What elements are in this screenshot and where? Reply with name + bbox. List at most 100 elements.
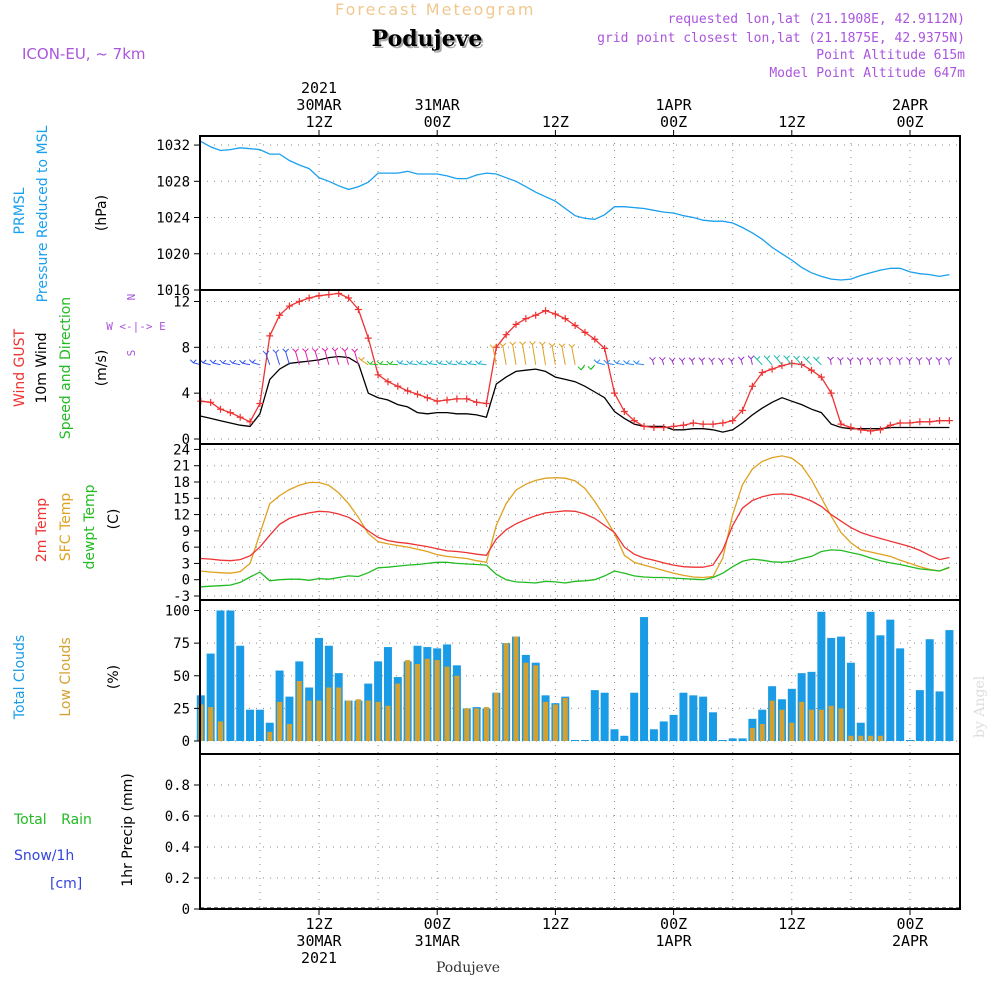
wind-direction-arrow-head [915, 357, 923, 362]
wind-gust-point [571, 322, 579, 330]
wind-direction-arrow [492, 347, 497, 365]
wind-direction-arrow [344, 350, 350, 365]
wind-direction-arrow-head [302, 348, 309, 353]
wind-direction-arrow-head [773, 354, 781, 360]
wind-direction-arrow [419, 363, 428, 366]
wind-direction-arrow [691, 360, 694, 365]
wind-direction-arrow [275, 352, 281, 365]
top-time-label: 00Z [424, 113, 451, 131]
wind-direction-arrow-head [925, 357, 933, 362]
wind-direction-arrow-head [846, 357, 854, 362]
total-clouds-bar [827, 637, 836, 741]
wind-gust-point [729, 417, 737, 425]
total-clouds-bar [837, 636, 846, 741]
wind-speed-line [200, 355, 950, 433]
low-clouds-bar [858, 735, 864, 741]
low-clouds-bar [444, 666, 450, 741]
snow-unit-label: [cm] [50, 876, 82, 892]
total-clouds-bar [787, 688, 796, 741]
total-rain-label: Total Rain [13, 812, 92, 828]
wind-gust-point [640, 422, 648, 430]
panel-frame [199, 289, 961, 445]
total-clouds-bar [226, 610, 235, 741]
wind-gust-point [551, 310, 559, 318]
bottom-time-label: 00Z [424, 915, 451, 933]
2m-temp-line [200, 493, 950, 568]
wind-gust-point [630, 417, 638, 425]
total-clouds-bar [620, 735, 629, 741]
bottom-time-label: 2021 [301, 949, 337, 967]
wind-direction-arrow [830, 359, 832, 365]
low-clouds-bar [759, 724, 765, 741]
total-clouds-bar [659, 721, 668, 741]
wind-gust-point [945, 417, 953, 425]
wind-gust-point [354, 305, 362, 313]
wind-direction-arrow [786, 358, 793, 366]
wind-direction-arrow-head [209, 359, 217, 364]
total-clouds-bar [935, 691, 944, 741]
wind-gust-point [837, 420, 845, 428]
total-clouds-bar [669, 714, 678, 741]
wind-direction-arrow-head [425, 360, 433, 365]
wind-gust-point [295, 297, 303, 305]
wind-gust-point [768, 365, 776, 373]
total-clouds-bar [590, 690, 599, 741]
wind-direction-arrow-head [357, 356, 365, 361]
wind-gust-point [414, 390, 421, 398]
wind-direction-arrow [636, 363, 645, 366]
low-clouds-bar [868, 735, 874, 741]
wind-direction-arrow [522, 344, 527, 365]
wind-direction-arrow [314, 351, 320, 365]
wind-gust-point [325, 291, 333, 299]
total-clouds-bar [216, 610, 225, 741]
wind-direction-arrow [212, 362, 221, 366]
total-clouds-bar [374, 661, 383, 741]
wind-direction-arrow [361, 359, 369, 366]
wind-direction-arrow [776, 357, 783, 366]
wind-direction-arrow-head [406, 360, 413, 365]
wind-direction-arrow [756, 359, 763, 366]
wind-direction-arrow [889, 360, 891, 365]
ms-unit-label: (m/s) [94, 350, 110, 387]
total-clouds-bar [728, 738, 737, 741]
wind-direction-arrow-head [366, 360, 374, 365]
wind-gust-label: Wind GUST [12, 328, 28, 407]
wind-gust-point [857, 426, 865, 434]
grid-point-coords: grid point closest lon,lat (21.1875E, 42… [597, 31, 965, 46]
bottom-time-label: 00Z [660, 915, 687, 933]
location-title-front: Podujeve [372, 26, 483, 52]
wind-direction-arrow [596, 362, 605, 366]
wind-direction-arrow [502, 346, 507, 365]
wind-direction-arrow-head [509, 341, 517, 346]
wind-direction-arrow-head [249, 359, 256, 364]
wind-gust-point [817, 373, 825, 381]
wind-direction-arrow-head [455, 360, 463, 365]
bottom-time-label: 2APR [892, 932, 929, 950]
total-clouds-bar [718, 740, 727, 741]
wind-gust-point [601, 344, 609, 352]
low-clouds-bar [474, 708, 480, 741]
low-clouds-bar [454, 675, 460, 741]
wind-gust-point [285, 302, 293, 310]
wind-gust-point [423, 394, 431, 402]
low-clouds-bar [415, 664, 420, 741]
wind-direction-arrow [869, 360, 872, 365]
wind-gust-point [847, 424, 855, 432]
total-clouds-bar [679, 692, 688, 741]
wind-direction-arrow [265, 353, 271, 365]
panel-frame [199, 753, 961, 910]
wind-direction-arrow [252, 362, 261, 366]
low-clouds-bar [543, 701, 549, 741]
super-title: Forecast Meteogram [335, 0, 535, 19]
ytick-label: 1020 [156, 247, 190, 263]
wind-direction-arrow [242, 362, 251, 366]
wind-direction-arrow-head [189, 359, 197, 364]
ytick-label: 50 [173, 669, 190, 685]
bottom-time-label: 30MAR [296, 932, 342, 950]
wind-gust-point [719, 419, 727, 427]
total-clouds-bar [640, 617, 649, 741]
low-clouds-bar [818, 709, 824, 741]
wind-gust-point [886, 421, 894, 429]
percent-unit-label: (%) [106, 665, 122, 689]
wind-direction-arrow-head [386, 360, 394, 365]
